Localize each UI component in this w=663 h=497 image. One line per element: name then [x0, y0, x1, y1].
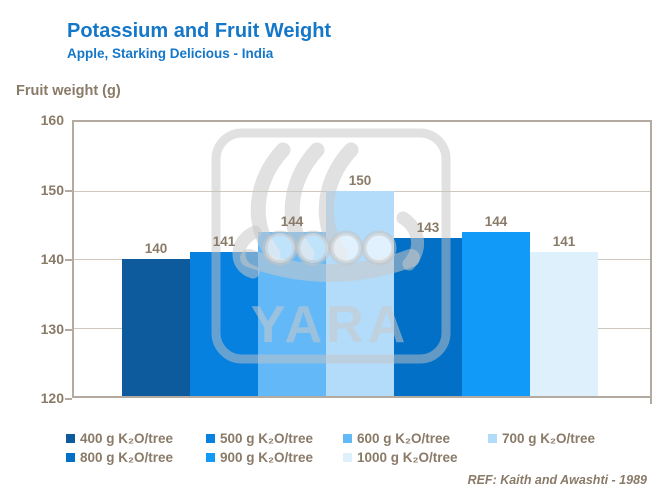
legend-label: 800 g K₂O/tree: [80, 450, 174, 465]
bar-600 g K₂O/tree[interactable]: [258, 231, 326, 396]
bar-value-label: 144: [484, 213, 508, 229]
bar-value-label: 143: [416, 220, 440, 236]
legend-swatch-icon: [66, 453, 75, 462]
legend-item-400 g K₂O/tree[interactable]: 400 g K₂O/tree: [66, 431, 206, 446]
bar-800 g K₂O/tree[interactable]: [394, 238, 462, 396]
bar-400 g K₂O/tree[interactable]: [122, 259, 190, 396]
bar-value-label: 150: [348, 172, 372, 188]
legend-item-900 g K₂O/tree[interactable]: 900 g K₂O/tree: [206, 450, 343, 465]
legend: 400 g K₂O/tree 500 g K₂O/tree 600 g K₂O/tr…: [66, 431, 652, 465]
legend-swatch-icon: [343, 434, 352, 443]
legend-item-800 g K₂O/tree[interactable]: 800 g K₂O/tree: [66, 450, 206, 465]
bar-700 g K₂O/tree[interactable]: [326, 190, 394, 396]
legend-label: 500 g K₂O/tree: [220, 431, 314, 446]
y-axis-title: Fruit weight (g): [16, 83, 121, 99]
legend-label: 400 g K₂O/tree: [80, 431, 174, 446]
legend-item-600 g K₂O/tree[interactable]: 600 g K₂O/tree: [343, 431, 488, 446]
legend-label: 1000 g K₂O/tree: [357, 450, 458, 465]
bar-500 g K₂O/tree[interactable]: [190, 252, 258, 396]
y-tick-label-120: 120: [40, 390, 64, 406]
legend-label: 600 g K₂O/tree: [357, 431, 451, 446]
chart-subtitle: Apple, Starking Delicious - India: [67, 46, 274, 61]
y-tick-label-160: 160: [40, 112, 64, 128]
legend-swatch-icon: [343, 453, 352, 462]
legend-swatch-icon: [488, 434, 497, 443]
x-axis-end-tick: [650, 396, 652, 404]
legend-swatch-icon: [206, 453, 215, 462]
plot-area: 140 141 144 150 143 144 141: [72, 120, 652, 398]
legend-item-1000 g K₂O/tree[interactable]: 1000 g K₂O/tree: [343, 450, 488, 465]
legend-label: 700 g K₂O/tree: [502, 431, 596, 446]
bar-value-label: 141: [552, 234, 576, 250]
bar-value-label: 144: [280, 213, 304, 229]
y-tick-mark: [65, 259, 72, 261]
bar-1000 g K₂O/tree[interactable]: [530, 252, 598, 396]
chart-title: Potassium and Fruit Weight: [67, 20, 332, 42]
y-tick-label-150: 150: [40, 181, 64, 198]
bar-900 g K₂O/tree[interactable]: [462, 231, 530, 396]
y-tick-mark: [65, 189, 72, 192]
legend-swatch-icon: [66, 434, 75, 443]
legend-label: 900 g K₂O/tree: [220, 450, 314, 465]
y-tick-label-140: 140: [40, 251, 64, 267]
bar-value-label: 141: [212, 234, 236, 250]
reference-text: REF: Kaith and Awashti - 1989: [467, 473, 647, 487]
legend-item-700 g K₂O/tree[interactable]: 700 g K₂O/tree: [488, 431, 652, 446]
y-tick-mark: [65, 398, 72, 400]
bar-value-label: 140: [144, 241, 168, 256]
legend-item-500 g K₂O/tree[interactable]: 500 g K₂O/tree: [206, 431, 343, 446]
y-tick-label-130: 130: [40, 320, 64, 337]
legend-swatch-icon: [206, 434, 215, 443]
y-tick-mark: [65, 328, 72, 331]
